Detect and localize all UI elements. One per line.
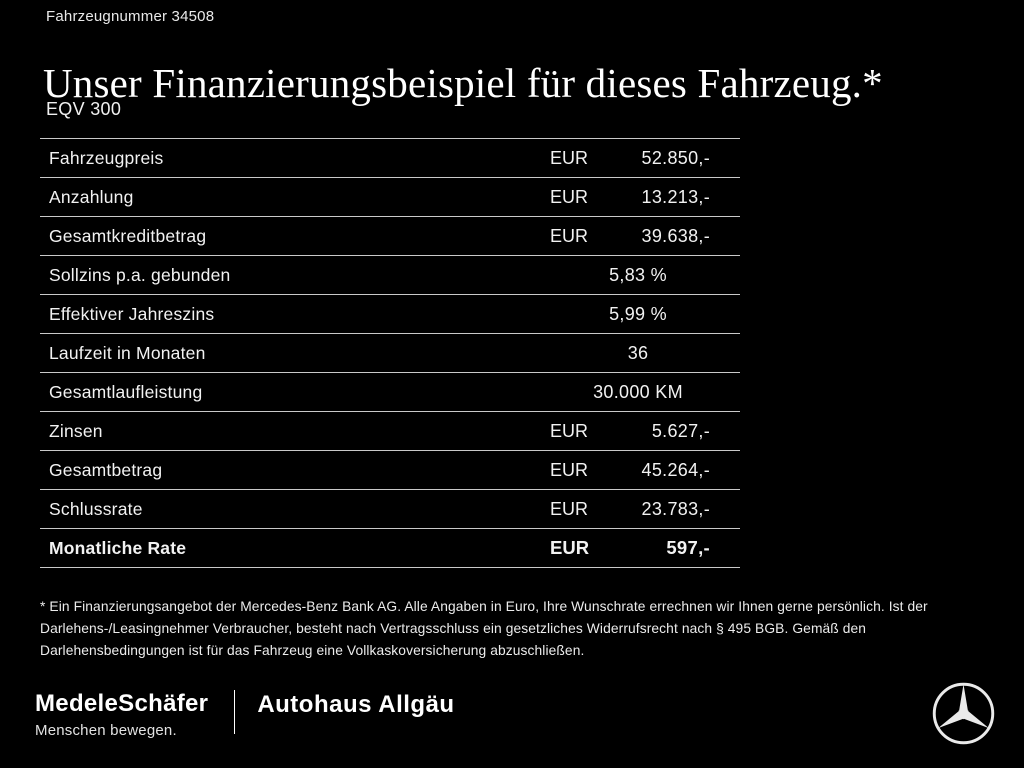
row-value-area: 30.000 KM xyxy=(550,382,740,403)
row-value: 5.627,- xyxy=(651,420,710,441)
row-value: 597,- xyxy=(666,537,710,558)
row-value: 45.264,- xyxy=(641,459,710,480)
currency-label: EUR xyxy=(550,186,589,207)
model-name: EQV 300 xyxy=(46,99,122,119)
row-value-area: EUR 52.850,- xyxy=(550,148,740,169)
currency-label: EUR xyxy=(550,459,589,480)
row-label: Fahrzeugpreis xyxy=(49,147,164,168)
row-value-area: EUR 23.783,- xyxy=(550,499,740,520)
row-value-area: EUR 45.264,- xyxy=(550,460,740,481)
dealer-logo-medele-schaefer: MedeleSchäfer Menschen bewegen. xyxy=(35,690,208,739)
row-label: Anzahlung xyxy=(49,186,134,207)
table-row: Monatliche Rate EUR 597,- xyxy=(40,529,740,568)
table-row: Gesamtbetrag EUR 45.264,- xyxy=(40,451,740,490)
footer-divider xyxy=(234,690,236,734)
row-value-area: 36 xyxy=(550,343,740,364)
currency-label: EUR xyxy=(550,147,589,168)
row-value: 39.638,- xyxy=(641,225,710,246)
row-value: 52.850,- xyxy=(641,147,710,168)
table-row: Anzahlung EUR 13.213,- xyxy=(40,178,740,217)
currency-label: EUR xyxy=(550,420,589,441)
table-row: Effektiver Jahreszins 5,99 % xyxy=(40,295,740,334)
currency-label: EUR xyxy=(550,225,589,246)
currency-label: EUR xyxy=(550,498,589,519)
mercedes-star-icon xyxy=(932,682,995,745)
row-value: 23.783,- xyxy=(641,498,710,519)
finance-table: Fahrzeugpreis EUR 52.850,- Anzahlung EUR… xyxy=(40,138,740,568)
row-value-area: EUR 5.627,- xyxy=(550,421,740,442)
table-row: Sollzins p.a. gebunden 5,83 % xyxy=(40,256,740,295)
currency-label: EUR xyxy=(550,537,590,558)
row-value: 5,99 % xyxy=(609,303,667,324)
row-label: Gesamtkreditbetrag xyxy=(49,225,207,246)
row-label: Gesamtlaufleistung xyxy=(49,381,203,402)
dealer1-name: MedeleSchäfer xyxy=(35,690,209,717)
row-value: 13.213,- xyxy=(641,186,710,207)
page-title: Unser Finanzierungsbeispiel für dieses F… xyxy=(43,60,883,107)
row-label: Monatliche Rate xyxy=(49,537,187,558)
row-label: Laufzeit in Monaten xyxy=(49,342,206,363)
row-label: Gesamtbetrag xyxy=(49,459,163,480)
row-value-area: EUR 597,- xyxy=(550,537,740,559)
row-value-area: EUR 39.638,- xyxy=(550,226,740,247)
dealer-logo-autohaus-allgaeu: Autohaus Allgäu xyxy=(257,691,455,718)
row-label: Sollzins p.a. gebunden xyxy=(49,264,231,285)
table-row: Schlussrate EUR 23.783,- xyxy=(40,490,740,529)
row-label: Schlussrate xyxy=(49,498,143,519)
row-label: Effektiver Jahreszins xyxy=(49,303,215,324)
row-value: 5,83 % xyxy=(609,264,667,285)
table-row: Laufzeit in Monaten 36 xyxy=(40,334,740,373)
table-row: Fahrzeugpreis EUR 52.850,- xyxy=(40,138,740,178)
table-row: Gesamtkreditbetrag EUR 39.638,- xyxy=(40,217,740,256)
vehicle-number: Fahrzeugnummer 34508 xyxy=(46,8,215,25)
footer: MedeleSchäfer Menschen bewegen. Autohaus… xyxy=(35,690,914,739)
footnote: * Ein Finanzierungsangebot der Mercedes-… xyxy=(40,598,928,659)
row-value-area: EUR 13.213,- xyxy=(550,187,740,208)
table-row: Zinsen EUR 5.627,- xyxy=(40,412,740,451)
row-value-area: 5,83 % xyxy=(550,265,740,286)
row-value: 36 xyxy=(627,342,649,363)
table-row: Gesamtlaufleistung 30.000 KM xyxy=(40,373,740,412)
row-value-area: 5,99 % xyxy=(550,304,740,325)
row-label: Zinsen xyxy=(49,420,103,441)
dealer1-tagline: Menschen bewegen. xyxy=(35,722,177,739)
row-value: 30.000 KM xyxy=(593,381,683,402)
